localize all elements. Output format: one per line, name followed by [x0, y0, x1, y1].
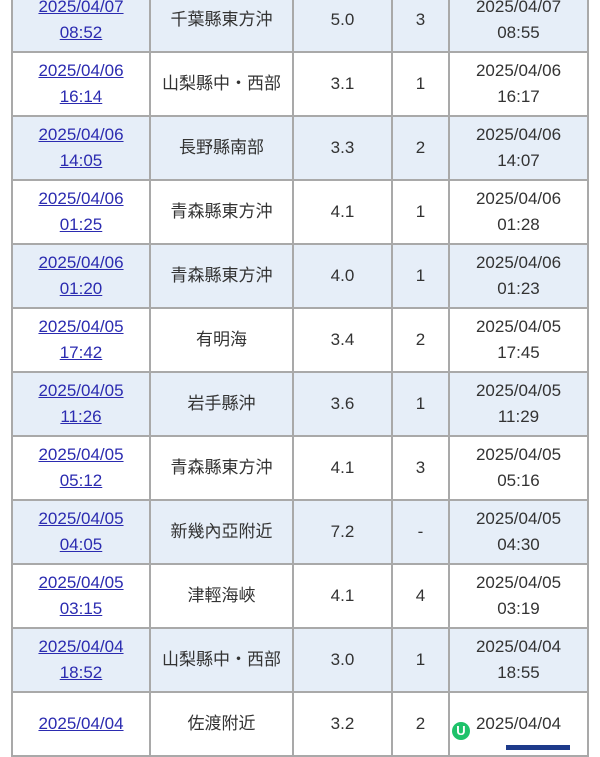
table-row: 2025/04/07 08:52 千葉縣東方沖 5.0 3 2025/04/07 08:55	[11, 0, 589, 53]
issued-cell: 2025/04/05 04:30	[448, 499, 589, 565]
issued-cell: 2025/04/06 01:23	[448, 243, 589, 309]
issued-cell: 2025/04/06 16:17	[448, 51, 589, 117]
quake-time-link[interactable]: 2025/04/06 01:25	[38, 189, 124, 234]
intensity-cell: 2	[391, 307, 450, 373]
magnitude-cell: 3.4	[292, 307, 393, 373]
magnitude-cell: 5.0	[292, 0, 393, 53]
magnitude-cell: 3.1	[292, 51, 393, 117]
time-cell: 2025/04/06 14:05	[11, 115, 151, 181]
time-cell: 2025/04/06 01:20	[11, 243, 151, 309]
magnitude-cell: 4.1	[292, 179, 393, 245]
magnitude-cell: 3.2	[292, 691, 393, 757]
table-row: 2025/04/05 17:42 有明海 3.4 2 2025/04/05 17:45	[11, 307, 589, 373]
quake-time-link[interactable]: 2025/04/05 11:26	[38, 381, 124, 426]
app-badge-icon[interactable]: U	[452, 722, 470, 740]
intensity-cell: 1	[391, 243, 450, 309]
intensity-cell: 2	[391, 115, 450, 181]
time-cell: 2025/04/04	[11, 691, 151, 757]
issued-cell: 2025/04/05 03:19	[448, 563, 589, 629]
table-row: 2025/04/05 11:26 岩手縣沖 3.6 1 2025/04/05 11:29	[11, 371, 589, 437]
quake-time-link[interactable]: 2025/04/05 04:05	[38, 509, 124, 554]
region-cell: 青森縣東方沖	[149, 179, 294, 245]
magnitude-cell: 4.0	[292, 243, 393, 309]
region-cell: 有明海	[149, 307, 294, 373]
intensity-cell: 2	[391, 691, 450, 757]
magnitude-cell: 4.1	[292, 435, 393, 501]
quake-time-link[interactable]: 2025/04/05 05:12	[38, 445, 124, 490]
time-cell: 2025/04/05 04:05	[11, 499, 151, 565]
intensity-cell: 4	[391, 563, 450, 629]
table-row: 2025/04/04 18:52 山梨縣中・西部 3.0 1 2025/04/04 18:5…	[11, 627, 589, 693]
intensity-cell: 3	[391, 0, 450, 53]
region-cell: 青森縣東方沖	[149, 243, 294, 309]
intensity-cell: 1	[391, 627, 450, 693]
quake-time-link[interactable]: 2025/04/04	[38, 714, 124, 733]
earthquake-table: 2025/04/07 08:52 千葉縣東方沖 5.0 3 2025/04/07 08:55…	[11, 0, 589, 757]
region-cell: 津輕海峽	[149, 563, 294, 629]
region-cell: 青森縣東方沖	[149, 435, 294, 501]
quake-time-link[interactable]: 2025/04/06 14:05	[38, 125, 124, 170]
region-cell: 岩手縣沖	[149, 371, 294, 437]
table-row: 2025/04/05 05:12 青森縣東方沖 4.1 3 2025/04/05 05:16	[11, 435, 589, 501]
magnitude-cell: 3.6	[292, 371, 393, 437]
intensity-cell: 1	[391, 51, 450, 117]
time-cell: 2025/04/05 05:12	[11, 435, 151, 501]
magnitude-cell: 3.3	[292, 115, 393, 181]
issued-cell: 2025/04/06 01:28	[448, 179, 589, 245]
magnitude-cell: 7.2	[292, 499, 393, 565]
time-cell: 2025/04/05 17:42	[11, 307, 151, 373]
quake-time-link[interactable]: 2025/04/07 08:52	[38, 0, 124, 42]
time-cell: 2025/04/07 08:52	[11, 0, 151, 53]
table-row: 2025/04/06 14:05 長野縣南部 3.3 2 2025/04/06 14:07	[11, 115, 589, 181]
table-row: 2025/04/06 16:14 山梨縣中・西部 3.1 1 2025/04/06 16:1…	[11, 51, 589, 117]
time-cell: 2025/04/05 11:26	[11, 371, 151, 437]
quake-time-link[interactable]: 2025/04/05 03:15	[38, 573, 124, 618]
issued-cell: 2025/04/07 08:55	[448, 0, 589, 53]
magnitude-cell: 4.1	[292, 563, 393, 629]
overlay-bar	[506, 745, 570, 750]
quake-time-link[interactable]: 2025/04/06 16:14	[38, 61, 124, 106]
table-row: 2025/04/06 01:20 青森縣東方沖 4.0 1 2025/04/06 01:23	[11, 243, 589, 309]
time-cell: 2025/04/06 01:25	[11, 179, 151, 245]
table-row: 2025/04/06 01:25 青森縣東方沖 4.1 1 2025/04/06 01:28	[11, 179, 589, 245]
issued-cell: 2025/04/04 18:55	[448, 627, 589, 693]
intensity-cell: -	[391, 499, 450, 565]
time-cell: 2025/04/06 16:14	[11, 51, 151, 117]
issued-cell: 2025/04/05 05:16	[448, 435, 589, 501]
table-row: 2025/04/05 04:05 新幾內亞附近 7.2-2025/04/05 04:30	[11, 499, 589, 565]
time-cell: 2025/04/05 03:15	[11, 563, 151, 629]
region-cell: 千葉縣東方沖	[149, 0, 294, 53]
quake-time-link[interactable]: 2025/04/06 01:20	[38, 253, 124, 298]
region-cell: 長野縣南部	[149, 115, 294, 181]
magnitude-cell: 3.0	[292, 627, 393, 693]
region-cell: 山梨縣中・西部	[149, 51, 294, 117]
region-cell: 山梨縣中・西部	[149, 627, 294, 693]
intensity-cell: 3	[391, 435, 450, 501]
quake-time-link[interactable]: 2025/04/05 17:42	[38, 317, 124, 362]
table-row: 2025/04/04 佐渡附近 3.2 2 2025/04/04	[11, 691, 589, 757]
quake-time-link[interactable]: 2025/04/04 18:52	[38, 637, 124, 682]
table-row: 2025/04/05 03:15 津輕海峽 4.1 4 2025/04/05 03:19	[11, 563, 589, 629]
intensity-cell: 1	[391, 179, 450, 245]
issued-cell: 2025/04/06 14:07	[448, 115, 589, 181]
region-cell: 新幾內亞附近	[149, 499, 294, 565]
region-cell: 佐渡附近	[149, 691, 294, 757]
time-cell: 2025/04/04 18:52	[11, 627, 151, 693]
issued-cell: 2025/04/05 11:29	[448, 371, 589, 437]
intensity-cell: 1	[391, 371, 450, 437]
issued-cell: 2025/04/05 17:45	[448, 307, 589, 373]
